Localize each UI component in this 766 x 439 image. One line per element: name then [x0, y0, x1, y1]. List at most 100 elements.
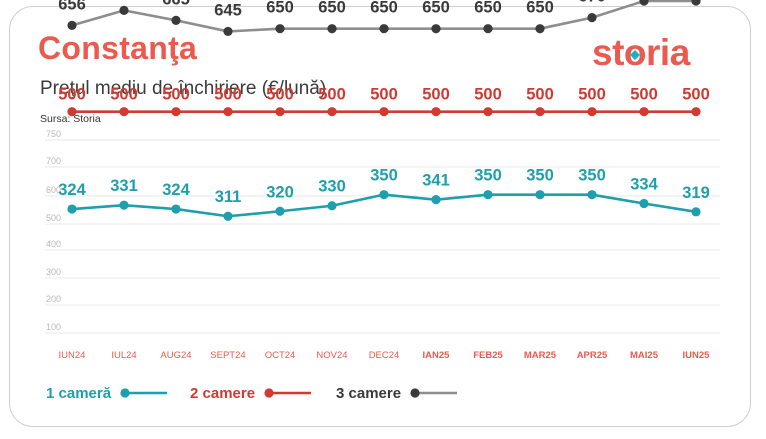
data-label: 665 — [162, 0, 190, 8]
data-label: 319 — [682, 184, 710, 202]
data-point — [223, 26, 233, 37]
data-label: 334 — [630, 176, 658, 194]
data-point — [67, 204, 77, 214]
y-tick-label: 400 — [46, 239, 61, 249]
x-tick-label: NOV24 — [316, 350, 347, 361]
data-point — [67, 20, 77, 30]
legend-label: 3 camere — [336, 384, 402, 402]
data-point — [67, 107, 77, 117]
y-tick-label: 600 — [46, 185, 61, 195]
data-label: 650 — [526, 0, 554, 17]
data-label: 650 — [318, 0, 346, 17]
x-tick-label: IUN24 — [59, 350, 86, 361]
data-point — [691, 207, 701, 217]
data-point — [119, 5, 129, 16]
data-label: 350 — [474, 167, 502, 185]
legend-item: 2 camere — [190, 382, 313, 404]
data-label: 500 — [266, 86, 294, 104]
data-label: 350 — [578, 167, 606, 185]
data-point — [171, 107, 181, 117]
data-point — [171, 15, 181, 25]
data-point — [535, 190, 545, 200]
storia-logo: storia — [592, 32, 690, 73]
data-label: 656 — [58, 0, 86, 13]
data-point — [223, 211, 233, 221]
source-note: Sursa: Storia — [40, 113, 101, 125]
data-point — [379, 107, 389, 117]
data-point — [327, 24, 337, 34]
y-tick-label: 500 — [46, 213, 61, 223]
x-tick-label: FEB25 — [473, 350, 503, 361]
x-tick-label: IUL24 — [111, 350, 136, 361]
data-label: 350 — [370, 167, 398, 185]
data-point — [171, 204, 181, 214]
y-tick-label: 750 — [46, 129, 61, 139]
data-label: 500 — [474, 86, 502, 104]
data-point — [691, 107, 701, 117]
data-point — [691, 0, 701, 6]
data-point — [587, 107, 597, 117]
data-point — [275, 206, 285, 216]
data-point — [223, 107, 233, 117]
data-point — [483, 107, 493, 117]
legend-label: 1 cameră — [46, 384, 112, 402]
legend-swatch — [120, 388, 168, 398]
data-label: 650 — [474, 0, 502, 17]
data-point — [431, 107, 441, 117]
data-point — [535, 24, 545, 34]
chart-subtitle: Preţul mediu de închiriere (€/lună) — [40, 78, 327, 99]
data-label: 500 — [422, 86, 450, 104]
data-label: 341 — [422, 172, 450, 190]
data-label: 500 — [682, 86, 710, 104]
chart-card — [9, 6, 751, 427]
data-point — [431, 24, 441, 34]
data-point — [587, 13, 597, 23]
data-point — [639, 107, 649, 117]
data-label: 650 — [370, 0, 398, 17]
data-label: 500 — [578, 86, 606, 104]
data-point — [275, 24, 285, 34]
data-point — [119, 200, 129, 210]
data-point — [431, 195, 441, 205]
data-label: 500 — [526, 86, 554, 104]
data-label: 500 — [110, 86, 138, 104]
data-point — [379, 24, 389, 34]
data-label: 500 — [318, 86, 346, 104]
data-point — [327, 201, 337, 211]
x-tick-label: IAN25 — [423, 350, 451, 361]
x-tick-label: AUG24 — [160, 350, 191, 361]
data-label: 350 — [526, 167, 554, 185]
data-label: 500 — [58, 86, 86, 104]
data-label: 645 — [214, 1, 242, 19]
data-label: 500 — [162, 86, 190, 104]
x-tick-label: DEC24 — [369, 350, 400, 361]
y-tick-label: 700 — [46, 156, 61, 166]
data-label: 324 — [58, 181, 86, 199]
x-tick-label: SEPT24 — [210, 350, 245, 361]
data-point — [639, 198, 649, 209]
chart-title: Constanţa — [38, 30, 198, 66]
data-label: 311 — [215, 188, 242, 206]
data-point — [327, 107, 337, 117]
data-point — [587, 190, 597, 200]
data-label: 320 — [266, 183, 294, 201]
legend-swatch — [410, 388, 458, 398]
y-tick-label: 300 — [46, 267, 61, 277]
data-label: 500 — [370, 86, 398, 104]
x-tick-label: OCT24 — [265, 350, 296, 361]
data-point — [639, 0, 649, 6]
y-tick-label: 200 — [46, 294, 61, 304]
legend-item: 3 camere — [336, 382, 459, 404]
data-label: 324 — [162, 181, 190, 199]
x-tick-label: MAR25 — [524, 350, 557, 361]
x-tick-label: MAI25 — [630, 350, 659, 361]
data-label: 650 — [266, 0, 294, 17]
x-tick-label: APR25 — [577, 350, 608, 361]
data-point — [483, 190, 493, 200]
data-point — [483, 24, 493, 34]
x-tick-label: IUN25 — [683, 350, 711, 361]
data-label: 650 — [422, 0, 450, 17]
data-label: 500 — [630, 86, 658, 104]
legend-swatch — [264, 388, 312, 398]
